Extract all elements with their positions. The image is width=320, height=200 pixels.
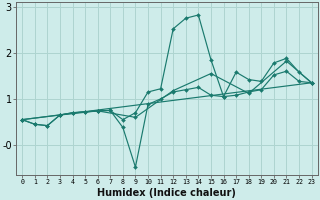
X-axis label: Humidex (Indice chaleur): Humidex (Indice chaleur) <box>98 188 236 198</box>
